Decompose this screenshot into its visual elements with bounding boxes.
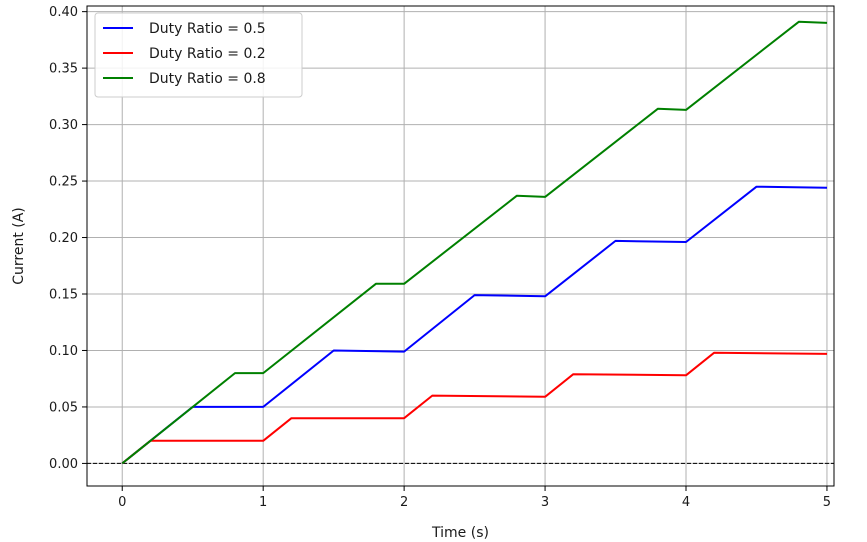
- legend-box: [94, 12, 303, 98]
- x-tick-label: 4: [682, 495, 690, 510]
- x-tick-label: 3: [541, 495, 549, 510]
- y-tick-label: 0.30: [49, 118, 78, 133]
- series-line-1: [121, 185, 828, 465]
- x-axis-ticks: 0 1 2 3 4 5: [118, 486, 831, 510]
- y-axis-ticks: 0.00 0.05 0.10 0.15 0.20 0.25 0.30 0.35 0.40: [49, 5, 87, 472]
- y-tick-label: 0.20: [49, 231, 78, 246]
- series-line-3: [121, 20, 828, 465]
- x-axis-label: Time (s): [431, 525, 489, 541]
- legend-entry: Duty Ratio = 0.5: [149, 21, 266, 37]
- y-tick-label: 0.15: [49, 288, 78, 303]
- legend-entry: Duty Ratio = 0.8: [149, 71, 266, 87]
- series-line-2: [121, 351, 828, 465]
- x-tick-label: 2: [400, 495, 408, 510]
- grid: [87, 6, 834, 486]
- y-tick-label: 0.10: [49, 344, 78, 359]
- y-tick-label: 0.35: [49, 62, 78, 77]
- y-tick-label: 0.00: [49, 457, 78, 472]
- plot-frame: [86, 5, 835, 487]
- x-tick-label: 5: [823, 495, 831, 510]
- legend-entry: Duty Ratio = 0.2: [149, 46, 266, 62]
- x-tick-label: 1: [259, 495, 267, 510]
- series-layer: [121, 20, 828, 465]
- y-tick-label: 0.25: [49, 175, 78, 190]
- x-tick-label: 0: [118, 495, 126, 510]
- y-axis-label: Current (A): [11, 207, 27, 285]
- legend: Duty Ratio = 0.5 Duty Ratio = 0.2 Duty Rat…: [94, 12, 303, 98]
- y-tick-label: 0.05: [49, 400, 78, 415]
- y-tick-label: 0.40: [49, 5, 78, 20]
